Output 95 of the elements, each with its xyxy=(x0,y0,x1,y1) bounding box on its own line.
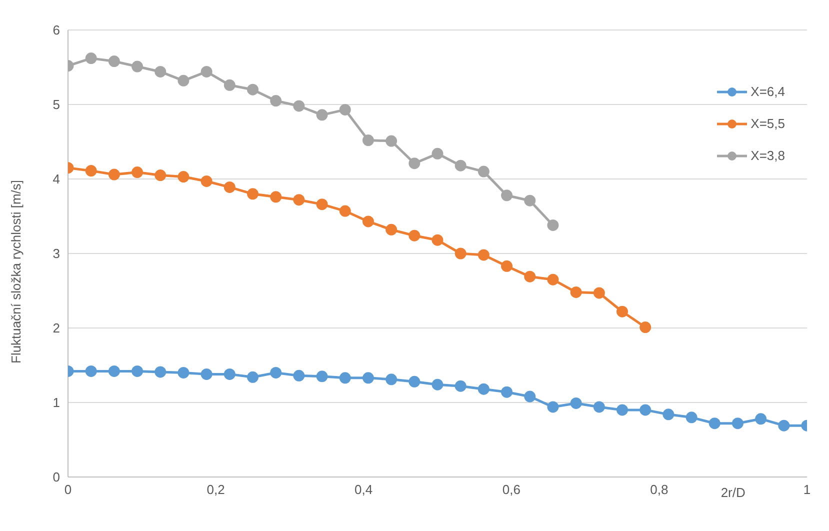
point xyxy=(478,383,490,395)
point xyxy=(686,412,698,424)
point xyxy=(432,378,444,390)
point xyxy=(524,194,536,206)
point xyxy=(178,171,190,183)
point xyxy=(108,168,120,180)
y-tick-label: 4 xyxy=(52,172,60,187)
x-tick-label: 0,4 xyxy=(354,482,373,498)
y-tick-label: 1 xyxy=(52,395,60,410)
point xyxy=(316,109,328,121)
point xyxy=(339,104,351,116)
point xyxy=(432,148,444,160)
point xyxy=(85,165,97,177)
point xyxy=(224,181,236,193)
point xyxy=(570,397,582,409)
point xyxy=(708,418,720,430)
point xyxy=(593,287,605,299)
point xyxy=(224,79,236,91)
point xyxy=(362,134,374,146)
point xyxy=(293,370,305,382)
point xyxy=(524,390,536,402)
point xyxy=(547,274,559,286)
point xyxy=(662,408,674,420)
y-tick-label: 6 xyxy=(52,22,60,38)
point xyxy=(132,365,144,377)
point xyxy=(108,365,120,377)
point xyxy=(501,386,513,398)
point xyxy=(778,420,790,432)
point xyxy=(270,191,282,203)
point xyxy=(755,413,767,425)
point xyxy=(616,404,628,416)
point xyxy=(270,95,282,107)
point xyxy=(547,219,559,231)
point xyxy=(386,374,398,386)
point xyxy=(454,380,466,392)
point xyxy=(154,66,166,78)
point xyxy=(224,368,236,380)
point xyxy=(432,234,444,246)
point xyxy=(339,372,351,384)
y-tick-label: 2 xyxy=(52,320,60,336)
point xyxy=(247,188,258,200)
point xyxy=(501,260,513,272)
point xyxy=(547,401,559,413)
point xyxy=(200,175,212,187)
point xyxy=(154,366,166,378)
y-tick-label: 3 xyxy=(52,246,60,262)
point xyxy=(386,224,398,236)
point xyxy=(478,249,490,261)
point xyxy=(85,52,97,64)
y-axis-title: Fluktuační složka rychlosti [m/s] xyxy=(8,180,24,364)
point xyxy=(247,371,258,383)
legend-label: X=3,8 xyxy=(750,147,785,165)
point xyxy=(200,66,212,78)
point xyxy=(85,365,97,377)
point xyxy=(501,190,513,202)
point xyxy=(132,166,144,178)
point xyxy=(524,270,536,282)
point xyxy=(178,366,190,378)
y-tick-label: 0 xyxy=(52,470,60,485)
point xyxy=(454,248,466,260)
x-tick-label: 1 xyxy=(803,482,811,498)
x-tick-label: 0,8 xyxy=(650,482,668,498)
point xyxy=(478,166,490,178)
legend-label: X=5,5 xyxy=(750,115,785,133)
point xyxy=(154,170,166,182)
point xyxy=(339,205,351,217)
point xyxy=(247,84,258,96)
point xyxy=(362,216,374,228)
x-tick-label: 0 xyxy=(64,482,72,498)
point xyxy=(270,366,282,378)
point xyxy=(293,100,305,112)
point xyxy=(640,322,652,334)
point xyxy=(454,160,466,172)
point xyxy=(178,74,190,86)
point xyxy=(732,418,744,430)
point xyxy=(593,401,605,413)
point xyxy=(293,194,305,206)
y-tick-label: 5 xyxy=(52,97,60,112)
point xyxy=(132,60,144,72)
point xyxy=(570,286,582,298)
point xyxy=(316,370,328,382)
point xyxy=(200,368,212,380)
point xyxy=(316,198,328,210)
point xyxy=(640,404,652,416)
point xyxy=(108,56,120,68)
x-axis-title: 2r/D xyxy=(720,485,746,500)
x-tick-label: 0,6 xyxy=(502,482,520,498)
point xyxy=(408,230,420,242)
point xyxy=(408,158,420,170)
point xyxy=(362,372,374,384)
legend-label: X=6,4 xyxy=(750,83,785,101)
point xyxy=(616,306,628,318)
point xyxy=(408,376,420,388)
point xyxy=(386,135,398,147)
x-tick-label: 0,2 xyxy=(206,482,225,498)
